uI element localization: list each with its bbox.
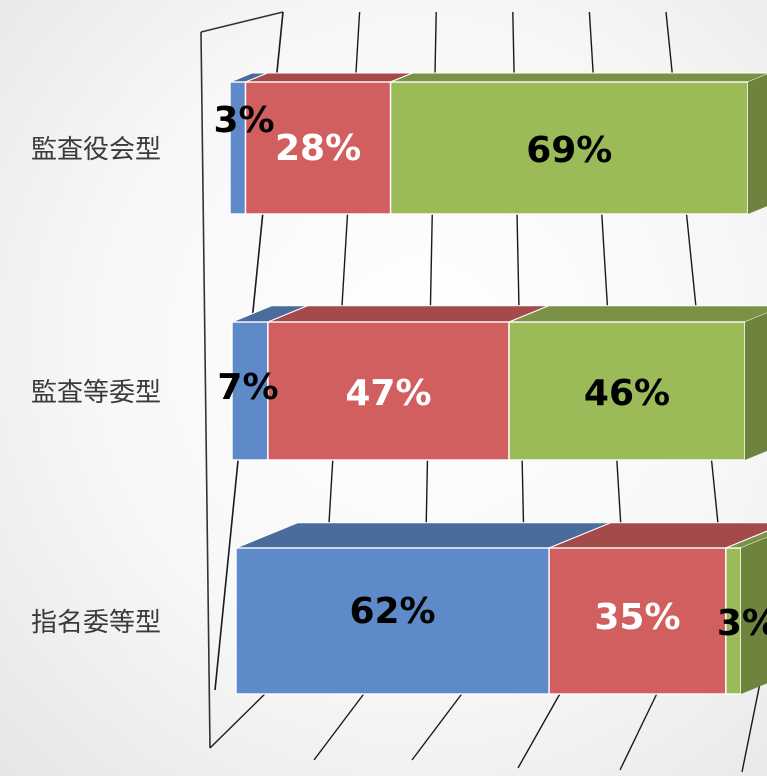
bar-side-face [748, 74, 767, 214]
floor-gridline [517, 682, 567, 769]
data-label: 28% [275, 128, 361, 169]
bar-top-face [508, 305, 767, 323]
bar-segment [244, 81, 392, 215]
data-label: 3% [213, 100, 274, 141]
category-label: 指名委等型 [31, 608, 161, 638]
data-label: 62% [349, 591, 435, 632]
bar-segment [389, 81, 749, 215]
bars [229, 72, 767, 695]
side-wall-top [200, 11, 284, 33]
floor-gridline [313, 682, 373, 761]
bar-segment [231, 321, 269, 461]
data-label: 69% [526, 130, 612, 171]
data-label: 47% [345, 373, 431, 414]
value-labels: 3%28%69%7%47%46%62%35%3% [213, 100, 767, 644]
data-label: 46% [584, 373, 670, 414]
bar-top-face [245, 72, 413, 83]
bar-top-face [235, 522, 611, 549]
category-label: 監査等委型 [31, 378, 161, 408]
data-label: 35% [594, 597, 680, 638]
category-label: 監査役会型 [31, 135, 161, 165]
bar-top-face [390, 72, 767, 83]
bar-segment [508, 321, 746, 461]
data-label: 3% [717, 603, 767, 644]
floor-gridline [411, 682, 471, 761]
floor-gridline [741, 682, 761, 773]
bar-side-face [741, 537, 767, 694]
bar-segment [548, 547, 727, 695]
side-wall-edge [200, 31, 211, 749]
bar-segment [235, 547, 550, 695]
bar-side-face [745, 312, 767, 460]
bar-top-face [267, 305, 549, 323]
floor-gridline [619, 682, 663, 771]
data-label: 7% [217, 367, 278, 408]
